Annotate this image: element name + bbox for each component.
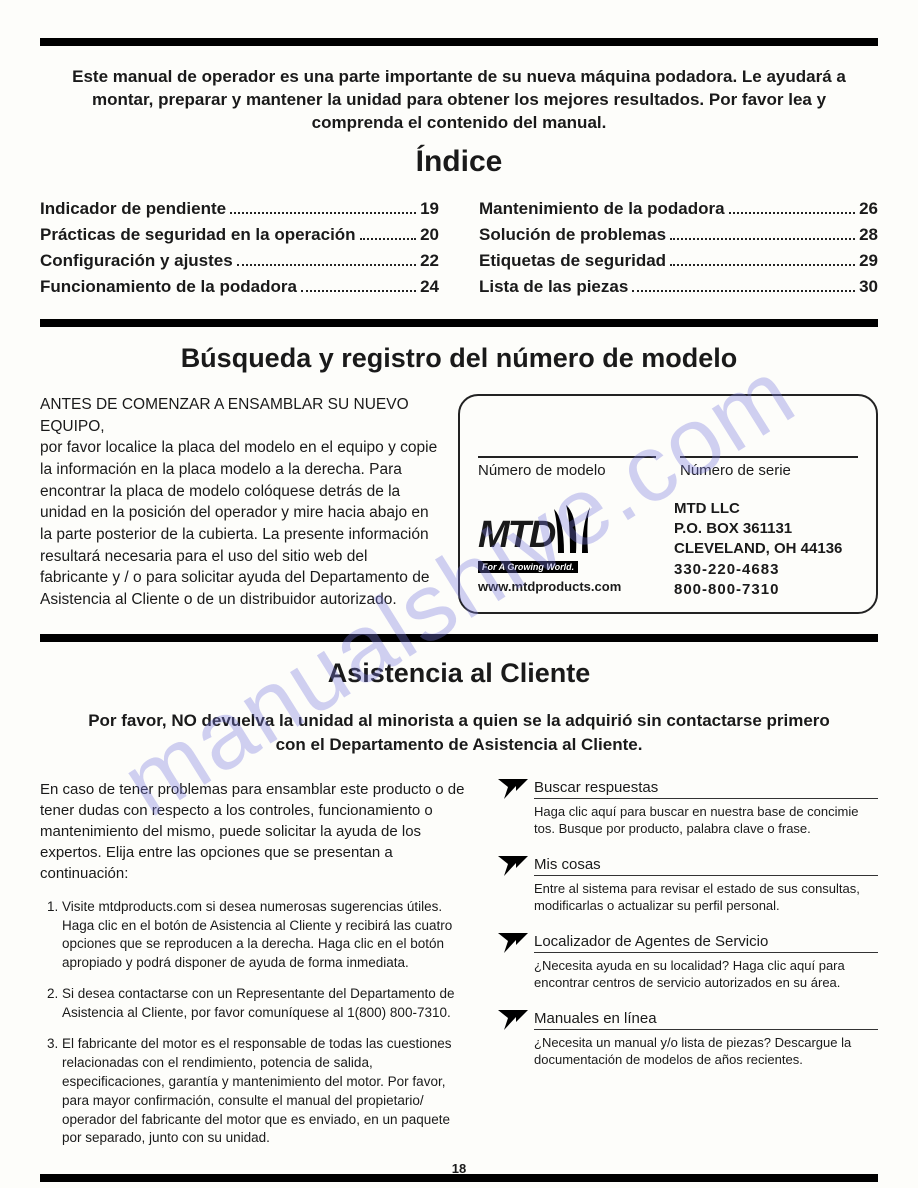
toc-dots — [670, 249, 855, 266]
toc-label: Solución de problemas — [479, 225, 666, 245]
toc-row: Indicador de pendiente 19 — [40, 197, 439, 219]
toc-page: 30 — [859, 277, 878, 297]
model-number-label: Número de modelo — [478, 462, 656, 479]
toc-page: 19 — [420, 199, 439, 219]
assist-subhead: Por favor, NO devuelva la unidad al mino… — [80, 709, 838, 757]
company-address: MTD LLC P.O. BOX 361131 CLEVELAND, OH 44… — [674, 499, 858, 600]
pointer-title: Mis cosas — [534, 856, 878, 876]
toc-dots — [360, 223, 417, 240]
pointer-arrow-icon — [498, 933, 528, 953]
toc-row: Configuración y ajustes 22 — [40, 249, 439, 271]
toc-page: 26 — [859, 199, 878, 219]
addr-line-2: P.O. BOX 361131 — [674, 519, 858, 539]
model-plate-box: Número de modelo Número de serie MTD For… — [458, 394, 878, 614]
assist-left-col: En caso de tener problemas para ensambla… — [40, 779, 468, 1161]
assist-list: Visite mtdproducts.com si desea numerosa… — [40, 898, 468, 1149]
assist-title: Asistencia al Cliente — [40, 658, 878, 689]
pointer-desc: Entre al sistema para revisar el estado … — [534, 880, 878, 915]
serial-number-label: Número de serie — [680, 462, 858, 479]
top-rule — [40, 38, 878, 46]
toc-label: Lista de las piezas — [479, 277, 628, 297]
toc-dots — [632, 275, 855, 292]
toc-dots — [230, 197, 416, 214]
intro-text: Este manual de operador es una parte imp… — [70, 66, 848, 135]
pointer-desc: ¿Necesita un manual y/o lista de piezas?… — [534, 1034, 878, 1069]
index-title: Índice — [40, 145, 878, 179]
toc-label: Prácticas de seguridad en la operación — [40, 225, 356, 245]
toc-label: Mantenimiento de la podadora — [479, 199, 725, 219]
model-section-title: Búsqueda y registro del número de modelo — [40, 343, 878, 374]
toc-label: Etiquetas de seguridad — [479, 251, 666, 271]
assist-right-col: Buscar respuestas Haga clic aquí para bus… — [498, 779, 878, 1161]
toc-row: Etiquetas de seguridad 29 — [479, 249, 878, 271]
toc-dots — [237, 249, 416, 266]
toc-left-column: Indicador de pendiente 19 Prácticas de seg… — [40, 197, 439, 301]
assist-list-item: Si desea contactarse con un Representant… — [62, 985, 468, 1023]
toc-dots — [301, 275, 416, 292]
toc-label: Configuración y ajustes — [40, 251, 233, 271]
pointer-arrow-icon — [498, 856, 528, 876]
pointer-arrow-icon — [498, 1010, 528, 1030]
addr-line-3: CLEVELAND, OH 44136 — [674, 539, 858, 559]
toc-page: 28 — [859, 225, 878, 245]
page-number: 18 — [452, 1161, 466, 1176]
model-instructions: ANTES DE COMENZAR A ENSAMBLAR SU NUEVO E… — [40, 394, 438, 611]
addr-line-1: MTD LLC — [674, 499, 858, 519]
toc-row: Prácticas de seguridad en la operación 20 — [40, 223, 439, 245]
mtd-logo: MTD For A Growing World. www.mtdproducts… — [478, 505, 658, 594]
model-intro-caps: ANTES DE COMENZAR A ENSAMBLAR SU NUEVO E… — [40, 396, 409, 435]
assist-body: En caso de tener problemas para ensambla… — [40, 779, 468, 884]
pointer-item: Mis cosas Entre al sistema para revisar e… — [498, 856, 878, 915]
rule-2 — [40, 319, 878, 327]
pointer-desc: Haga clic aquí para buscar en nuestra ba… — [534, 803, 878, 838]
assist-section: En caso de tener problemas para ensambla… — [40, 779, 878, 1161]
model-section: ANTES DE COMENZAR A ENSAMBLAR SU NUEVO E… — [40, 394, 878, 614]
serial-number-field: Número de serie — [680, 414, 858, 479]
toc-row: Mantenimiento de la podadora 26 — [479, 197, 878, 219]
pointer-item: Localizador de Agentes de Servicio ¿Neces… — [498, 933, 878, 992]
toc-page: 24 — [420, 277, 439, 297]
toc-page: 22 — [420, 251, 439, 271]
pointer-title: Localizador de Agentes de Servicio — [534, 933, 878, 953]
toc-row: Solución de problemas 28 — [479, 223, 878, 245]
table-of-contents: Indicador de pendiente 19 Prácticas de seg… — [40, 197, 878, 301]
logo-text: MTD — [478, 514, 554, 557]
toc-label: Indicador de pendiente — [40, 199, 226, 219]
pointer-desc: ¿Necesita ayuda en su localidad? Haga cl… — [534, 957, 878, 992]
logo-tagline: For A Growing World. — [478, 561, 578, 573]
pointer-title: Manuales en línea — [534, 1010, 878, 1030]
pointer-item: Buscar respuestas Haga clic aquí para bus… — [498, 779, 878, 838]
assist-list-item: Visite mtdproducts.com si desea numerosa… — [62, 898, 468, 974]
pointer-item: Manuales en línea ¿Necesita un manual y/o… — [498, 1010, 878, 1069]
rule-3 — [40, 634, 878, 642]
toc-right-column: Mantenimiento de la podadora 26 Solución d… — [479, 197, 878, 301]
model-intro-body: por favor localice la placa del modelo e… — [40, 439, 437, 608]
toc-dots — [729, 197, 855, 214]
toc-row: Lista de las piezas 30 — [479, 275, 878, 297]
assist-list-item: El fabricante del motor es el responsabl… — [62, 1035, 468, 1148]
addr-line-4: 330-220-4683 — [674, 560, 858, 580]
addr-line-5: 800-800-7310 — [674, 580, 858, 600]
model-number-field: Número de modelo — [478, 414, 656, 479]
toc-dots — [670, 223, 855, 240]
toc-label: Funcionamiento de la podadora — [40, 277, 297, 297]
grass-icon — [552, 505, 594, 553]
logo-url: www.mtdproducts.com — [478, 579, 658, 594]
pointer-arrow-icon — [498, 779, 528, 799]
toc-page: 29 — [859, 251, 878, 271]
pointer-title: Buscar respuestas — [534, 779, 878, 799]
toc-page: 20 — [420, 225, 439, 245]
toc-row: Funcionamiento de la podadora 24 — [40, 275, 439, 297]
